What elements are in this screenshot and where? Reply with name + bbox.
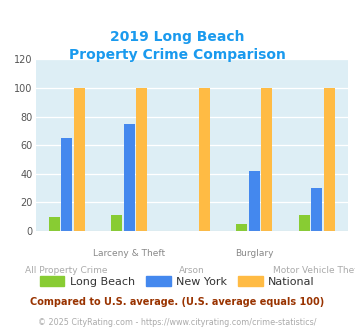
Bar (199, 88, 210, 231)
Text: Property Crime Comparison: Property Crime Comparison (69, 48, 286, 62)
Text: Burglary: Burglary (235, 249, 273, 258)
Text: © 2025 CityRating.com - https://www.cityrating.com/crime-statistics/: © 2025 CityRating.com - https://www.city… (38, 318, 317, 327)
Text: Larceny & Theft: Larceny & Theft (93, 249, 165, 258)
Bar (111, 215, 122, 231)
Text: All Property Crime: All Property Crime (26, 266, 108, 275)
Bar (49, 217, 60, 231)
Bar (311, 188, 322, 231)
Bar (324, 88, 335, 231)
Bar (299, 215, 310, 231)
Bar (136, 88, 147, 231)
Bar (236, 224, 247, 231)
Bar (249, 171, 260, 231)
Text: 2019 Long Beach: 2019 Long Beach (110, 30, 245, 44)
Bar (124, 124, 135, 231)
Text: Motor Vehicle Theft: Motor Vehicle Theft (273, 266, 355, 275)
Bar (74, 88, 85, 231)
Text: Compared to U.S. average. (U.S. average equals 100): Compared to U.S. average. (U.S. average … (31, 297, 324, 307)
Bar (261, 88, 272, 231)
Bar (61, 138, 72, 231)
Text: Arson: Arson (179, 266, 204, 275)
Legend: Long Beach, New York, National: Long Beach, New York, National (36, 271, 320, 291)
